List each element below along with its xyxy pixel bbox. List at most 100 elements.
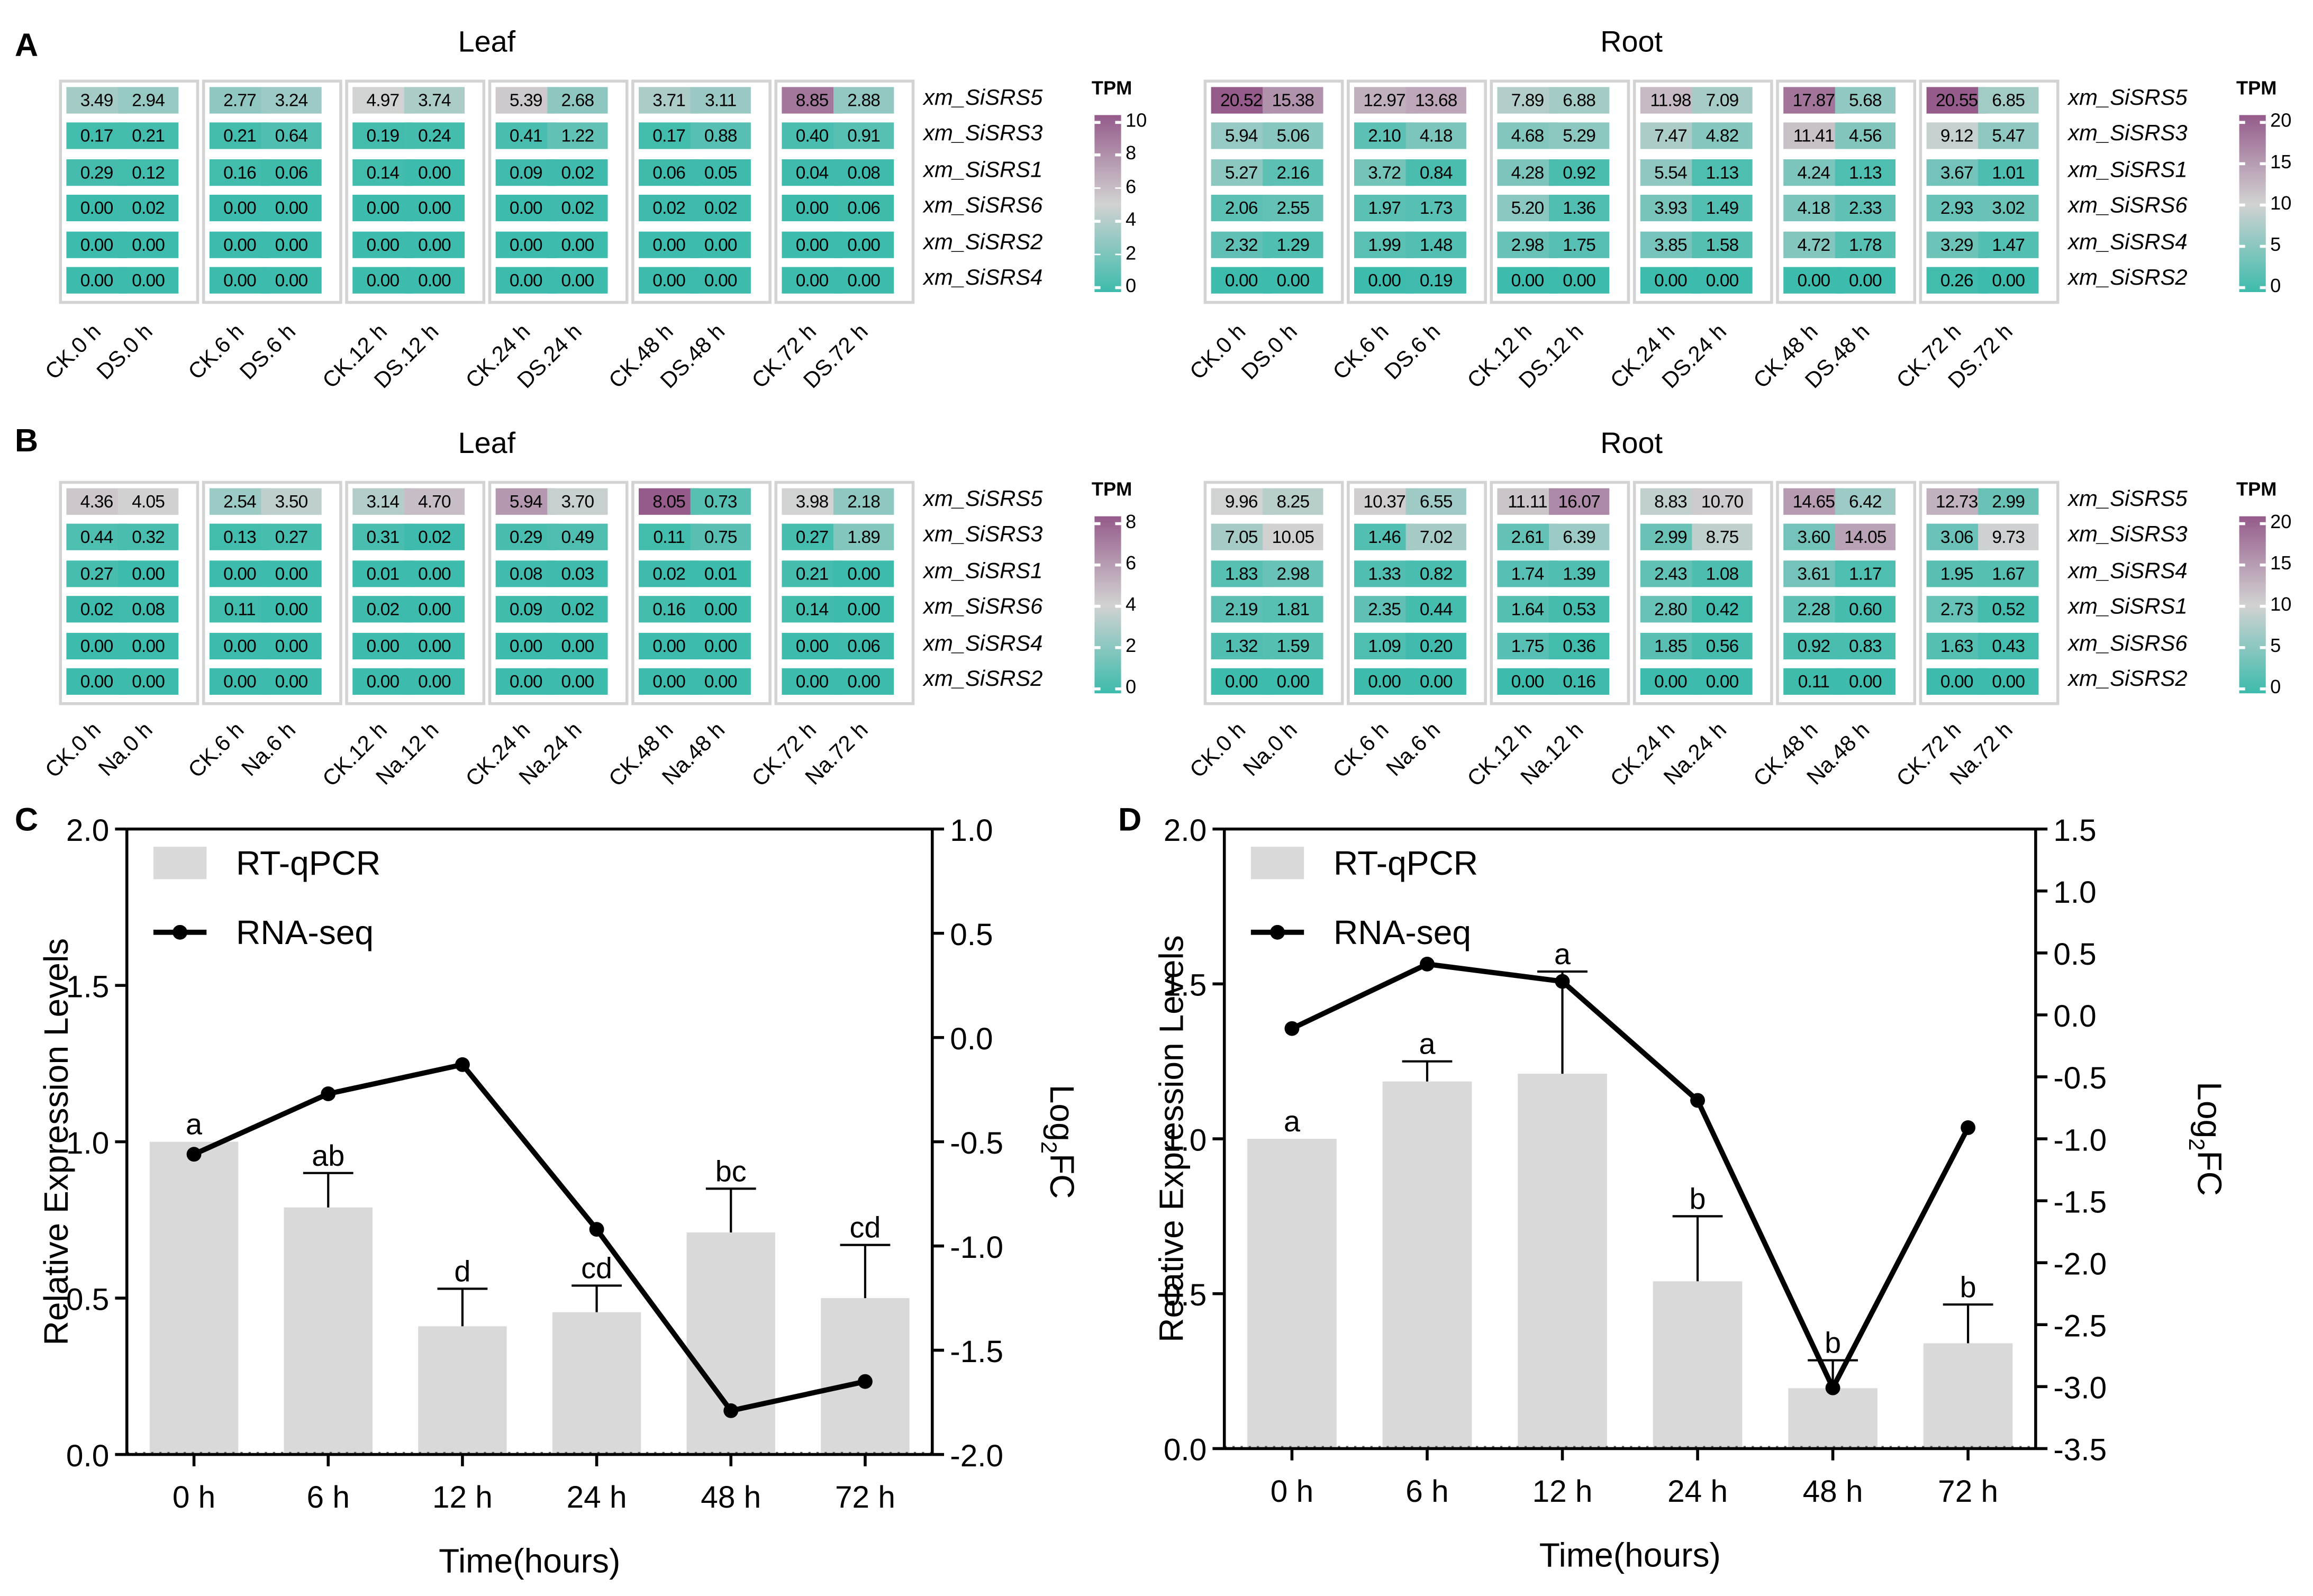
x-tick-label: 24 h (567, 1480, 627, 1515)
heatmap-cell: 7.05 (1211, 524, 1272, 551)
sample-group-box (1490, 480, 1630, 706)
heatmap-cell: 2.54 (209, 488, 270, 515)
subscript: 2 (2184, 1138, 2209, 1150)
rna-seq-point (321, 1086, 336, 1101)
heatmap-cell: 4.28 (1497, 159, 1558, 186)
heatmap-cell: 0.00 (690, 668, 751, 695)
colorbar-tick-mark (1115, 253, 1121, 256)
gene-label: xm_SiSRS4 (923, 265, 1043, 291)
heatmap-cell: 4.72 (1783, 231, 1844, 258)
heatmap-cell: 6.39 (1548, 524, 1610, 551)
heatmap-cell: 0.02 (547, 195, 608, 222)
heatmap-cell: 0.00 (1835, 668, 1896, 695)
gene-label: xm_SiSRS1 (923, 157, 1043, 183)
heatmap-cell: 6.88 (1548, 87, 1610, 114)
heatmap-cell: 0.00 (690, 231, 751, 258)
heatmap-cell: 3.02 (1978, 195, 2039, 222)
bar-0h (1247, 1139, 1337, 1449)
heatmap-cell: 1.58 (1692, 231, 1753, 258)
colorbar-tick-mark (1094, 220, 1101, 223)
heatmap-cell: 5.54 (1640, 159, 1701, 186)
heatmap-cell: 0.00 (495, 267, 556, 294)
gene-label: xm_SiSRS5 (2068, 486, 2188, 512)
heatmap-cell: 2.28 (1783, 596, 1844, 623)
colorbar-tick-mark (1094, 604, 1101, 607)
heatmap-cell: 1.13 (1692, 159, 1753, 186)
colorbar-tick-mark (2239, 121, 2245, 123)
heatmap-cell: 7.02 (1405, 524, 1466, 551)
colorbar-tick-label: 15 (2270, 551, 2292, 574)
x-tick-label: 6 h (307, 1480, 350, 1515)
significance-letter: b (1825, 1327, 1841, 1359)
heatmap-cell: 0.00 (690, 596, 751, 623)
heatmap-cell: 1.01 (1978, 159, 2039, 186)
colorbar-tick-label: 15 (2270, 150, 2292, 173)
heatmap-cell: 4.18 (1783, 195, 1844, 222)
heatmap-cell: 0.00 (547, 231, 608, 258)
heatmap-cell: 5.68 (1835, 87, 1896, 114)
heatmap-cell: 0.21 (782, 560, 842, 587)
heatmap-cell: 0.16 (209, 159, 270, 186)
x-tick-label: 48 h (1803, 1474, 1863, 1509)
colorbar-tick-mark (2239, 563, 2245, 566)
heatmap-cell: 11.11 (1497, 488, 1558, 515)
heatmap-title: Root (1600, 428, 1663, 460)
heatmap-cell: 4.05 (118, 488, 179, 515)
heatmap-cell: 0.00 (118, 231, 179, 258)
x-axis-label: Time(hours) (1539, 1536, 1721, 1574)
heatmap-cell: 0.02 (404, 524, 465, 551)
y2-tick-label: 0.5 (2053, 937, 2096, 972)
heatmap-cell: 2.68 (547, 87, 608, 114)
heatmap-cell: 1.81 (1263, 596, 1323, 623)
heatmap-cell: 2.98 (1263, 560, 1323, 587)
heatmap-cell: 0.44 (1405, 596, 1466, 623)
x-tick-label: 24 h (1667, 1474, 1728, 1509)
heatmap-cell: 4.18 (1405, 123, 1466, 150)
heatmap-cell: 0.00 (404, 195, 465, 222)
colorbar-title: TPM (2236, 478, 2277, 500)
colorbar-tick-mark (2260, 522, 2266, 524)
heatmap-cell: 0.02 (639, 560, 700, 587)
heatmap-cell: 3.50 (261, 488, 322, 515)
heatmap-cell: 2.80 (1640, 596, 1701, 623)
heatmap-cell: 0.21 (118, 123, 179, 150)
y2-tick-label: -1.0 (950, 1230, 1003, 1265)
heatmap-cell: 0.00 (404, 267, 465, 294)
heatmap-cell: 0.00 (261, 596, 322, 623)
y-tick-label: 2.0 (1164, 813, 1207, 848)
colorbar-tick-label: 0 (1125, 274, 1137, 297)
colorbar-tick-mark (2239, 646, 2245, 649)
heatmap-cell: 0.00 (1692, 267, 1753, 294)
heatmap-cell: 0.00 (1263, 267, 1323, 294)
heatmap-cell: 0.00 (118, 560, 179, 587)
heatmap-cell: 1.64 (1497, 596, 1558, 623)
colorbar-tick-mark (1115, 187, 1121, 189)
colorbar-tick-mark (1115, 563, 1121, 566)
heatmap-cell: 0.00 (352, 231, 413, 258)
colorbar-tick-mark (1094, 522, 1101, 524)
heatmap-cell: 0.41 (495, 123, 556, 150)
heatmap-cell: 8.25 (1263, 488, 1323, 515)
heatmap-cell: 0.14 (782, 596, 842, 623)
heatmap-cell: 4.56 (1835, 123, 1896, 150)
heatmap-cell: 0.00 (495, 632, 556, 659)
heatmap-cell: 0.00 (1835, 267, 1896, 294)
heatmap-cell: 0.00 (1640, 267, 1701, 294)
heatmap-cell: 0.73 (690, 488, 751, 515)
heatmap-cell: 0.14 (352, 159, 413, 186)
colorbar-title: TPM (2236, 76, 2277, 99)
sample-group-box (1776, 480, 1917, 706)
colorbar-tick-label: 0 (1125, 675, 1137, 698)
y2-tick-label: -2.5 (2053, 1309, 2107, 1344)
heatmap-cell: 9.96 (1211, 488, 1272, 515)
heatmap-cell: 4.82 (1692, 123, 1753, 150)
heatmap-cell: 2.19 (1211, 596, 1272, 623)
legend-swatch-bar (1250, 847, 1304, 879)
y-axis-label: Relative Expression Levels (37, 938, 75, 1346)
y2-tick-label: 1.0 (2053, 875, 2096, 910)
colorbar-tick-mark (2260, 121, 2266, 123)
heatmap-cell: 0.49 (547, 524, 608, 551)
heatmap-cell: 0.00 (1497, 668, 1558, 695)
colorbar-tick-mark (1115, 121, 1121, 123)
